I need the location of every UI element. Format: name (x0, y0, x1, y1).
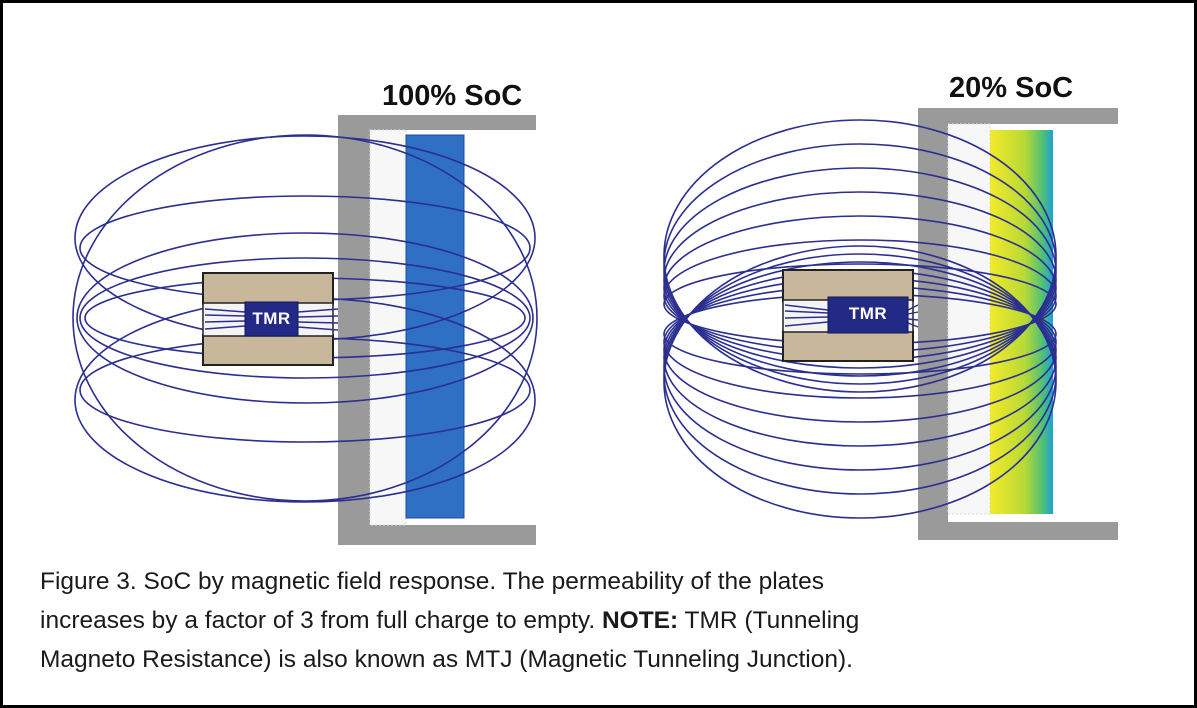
left-panel (72, 115, 538, 545)
right-panel-label: 20% SoC (949, 72, 1074, 104)
right-separator-gap (947, 123, 991, 515)
right-tmr-label: TMR (848, 304, 888, 323)
caption-line-1: Figure 3. SoC by magnetic field response… (40, 568, 824, 595)
right-core-assembly (782, 269, 919, 362)
left-panel-label: 100% SoC (382, 80, 523, 112)
caption-line-2: increases by a factor of 3 from full cha… (40, 601, 1160, 640)
caption-note-label: NOTE: (601, 607, 679, 634)
left-battery-plate (405, 134, 465, 519)
right-housing (918, 108, 1118, 540)
caption-line-2-post: TMR (Tunneling (684, 607, 860, 634)
left-housing (338, 115, 536, 545)
right-panel (663, 108, 1118, 540)
left-tmr-sensor (244, 301, 299, 337)
figure-caption: Figure 3. SoC by magnetic field response… (40, 562, 1160, 679)
caption-line-2-pre: increases by a factor of 3 from full cha… (40, 607, 596, 634)
caption-line-3: Magneto Resistance) is also known as MTJ… (40, 646, 853, 673)
left-core-assembly (202, 272, 339, 366)
right-tmr-sensor (827, 296, 909, 334)
left-separator-gap (369, 129, 407, 526)
left-tmr-label: TMR (252, 309, 291, 328)
